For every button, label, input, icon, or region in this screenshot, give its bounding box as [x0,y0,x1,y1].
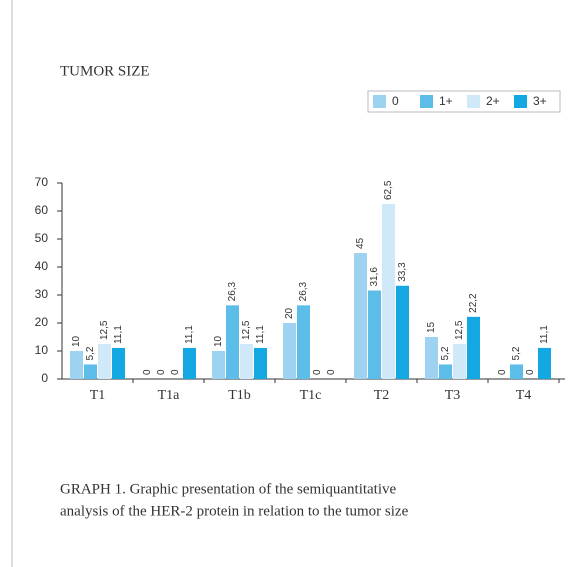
bar [70,351,83,379]
value-label: 31,6 [369,267,380,287]
y-tick-label: 30 [35,287,49,301]
legend-box [367,90,561,113]
value-label: 11,1 [539,325,550,344]
legend-label: 3+ [533,94,547,108]
caption: GRAPH 1. Graphic presentation of the sem… [60,481,397,497]
value-label: 5,2 [511,346,522,360]
bar [382,204,395,379]
bar [453,344,466,379]
value-label: 5,2 [85,346,96,360]
value-label: 5,2 [440,346,451,360]
value-label: 62,5 [383,180,394,200]
bar [510,364,523,379]
value-label: 0 [156,369,167,375]
chart-title: TUMOR SIZE [60,63,150,79]
bar [112,347,125,379]
x-tick-label: T1a [158,388,181,403]
value-label: 26,3 [298,281,309,301]
y-tick-label: 10 [35,343,49,357]
bar [354,253,367,379]
bar [396,285,409,379]
bar [439,364,452,379]
bar [183,347,196,379]
value-label: 45 [355,237,366,249]
y-tick-label: 50 [35,231,49,245]
x-tick-label: T3 [445,388,461,403]
bar [467,316,480,379]
value-label: 12,5 [454,320,465,340]
x-tick-label: T4 [516,388,532,403]
value-label: 0 [170,369,181,375]
x-tick-label: T1 [90,388,106,403]
value-label: 0 [326,369,337,375]
value-label: 20 [284,307,295,319]
bar [98,344,111,379]
legend-label: 2+ [486,94,500,108]
y-tick-label: 60 [35,203,49,217]
bar [368,290,381,379]
value-label: 11,1 [255,325,266,344]
value-label: 11,1 [113,325,124,344]
y-tick-label: 20 [35,315,49,329]
y-tick-label: 40 [35,259,49,273]
legend-label: 1+ [439,94,453,108]
value-label: 0 [312,369,323,375]
x-tick-label: T1c [300,388,322,403]
bar [283,323,296,379]
value-label: 10 [213,335,224,347]
legend-swatch [420,95,433,108]
value-label: 0 [142,369,153,375]
bar [84,364,97,379]
value-label: 0 [497,369,508,375]
bar [212,351,225,379]
value-label: 26,3 [227,281,238,301]
legend-swatch [373,95,386,108]
bar [425,337,438,379]
legend-label: 0 [392,94,399,108]
y-tick-label: 70 [35,175,49,189]
bar [538,347,551,379]
legend-swatch [467,95,480,108]
bar [226,305,239,379]
value-label: 22,2 [468,293,479,313]
value-label: 12,5 [99,320,110,340]
value-label: 10 [71,335,82,347]
value-label: 15 [426,321,437,333]
bar [297,305,310,379]
value-label: 12,5 [241,320,252,340]
value-label: 11,1 [184,325,195,344]
y-tick-label: 0 [41,371,48,385]
x-tick-label: T2 [374,388,390,403]
value-label: 0 [525,369,536,375]
legend-swatch [514,95,527,108]
value-label: 33,3 [397,262,408,282]
bar [254,347,267,379]
x-tick-label: T1b [228,388,251,403]
caption: analysis of the HER-2 protein in relatio… [60,503,409,519]
bar [240,344,253,379]
